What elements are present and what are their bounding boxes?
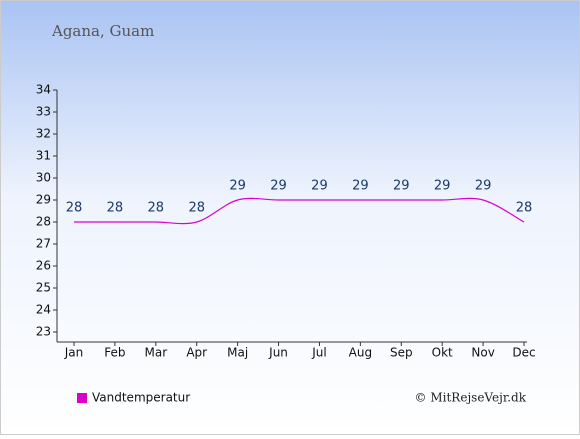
line-series: [74, 197, 525, 225]
data-label: 28: [188, 201, 205, 216]
y-tick-label: 29: [36, 193, 51, 207]
y-tick-label: 34: [36, 83, 51, 97]
data-label: 28: [107, 201, 124, 216]
x-tick-label: Dec: [512, 346, 535, 360]
y-tick-label: 25: [36, 281, 51, 295]
y-tick-label: 26: [36, 259, 51, 273]
y-tick-label: 28: [36, 215, 51, 229]
data-label: 28: [148, 201, 165, 216]
x-tick-label: Jul: [311, 346, 326, 360]
data-label: 29: [475, 179, 492, 194]
x-tick-label: Aug: [349, 346, 372, 360]
y-tick-label: 23: [36, 325, 51, 339]
data-label: 29: [352, 179, 369, 194]
x-tick-label: Jun: [268, 346, 288, 360]
credit: © MitRejseVejr.dk: [415, 391, 527, 405]
y-tick-label: 32: [36, 127, 51, 141]
data-label: 29: [270, 179, 287, 194]
data-label: 28: [516, 201, 533, 216]
data-label: 29: [434, 179, 451, 194]
y-tick-label: 33: [36, 105, 51, 119]
y-tick-label: 31: [36, 149, 51, 163]
x-tick-label: Maj: [227, 346, 248, 360]
x-tick-label: Feb: [104, 346, 125, 360]
x-tick-label: Nov: [471, 346, 494, 360]
legend-swatch: [77, 393, 87, 403]
x-tick-label: Apr: [186, 346, 207, 360]
x-tick-label: Jan: [64, 346, 84, 360]
y-tick-label: 27: [36, 237, 51, 251]
y-tick-label: 30: [36, 171, 51, 185]
x-tick-label: Okt: [432, 346, 453, 360]
chart-title: Agana, Guam: [51, 22, 154, 40]
x-tick-label: Mar: [144, 346, 167, 360]
data-label: 28: [66, 201, 83, 216]
data-label: 29: [393, 179, 410, 194]
data-label: 29: [229, 179, 246, 194]
x-tick-label: Sep: [390, 346, 413, 360]
legend-label: Vandtemperatur: [92, 391, 190, 405]
data-label: 29: [311, 179, 328, 194]
y-tick-label: 24: [36, 303, 51, 317]
